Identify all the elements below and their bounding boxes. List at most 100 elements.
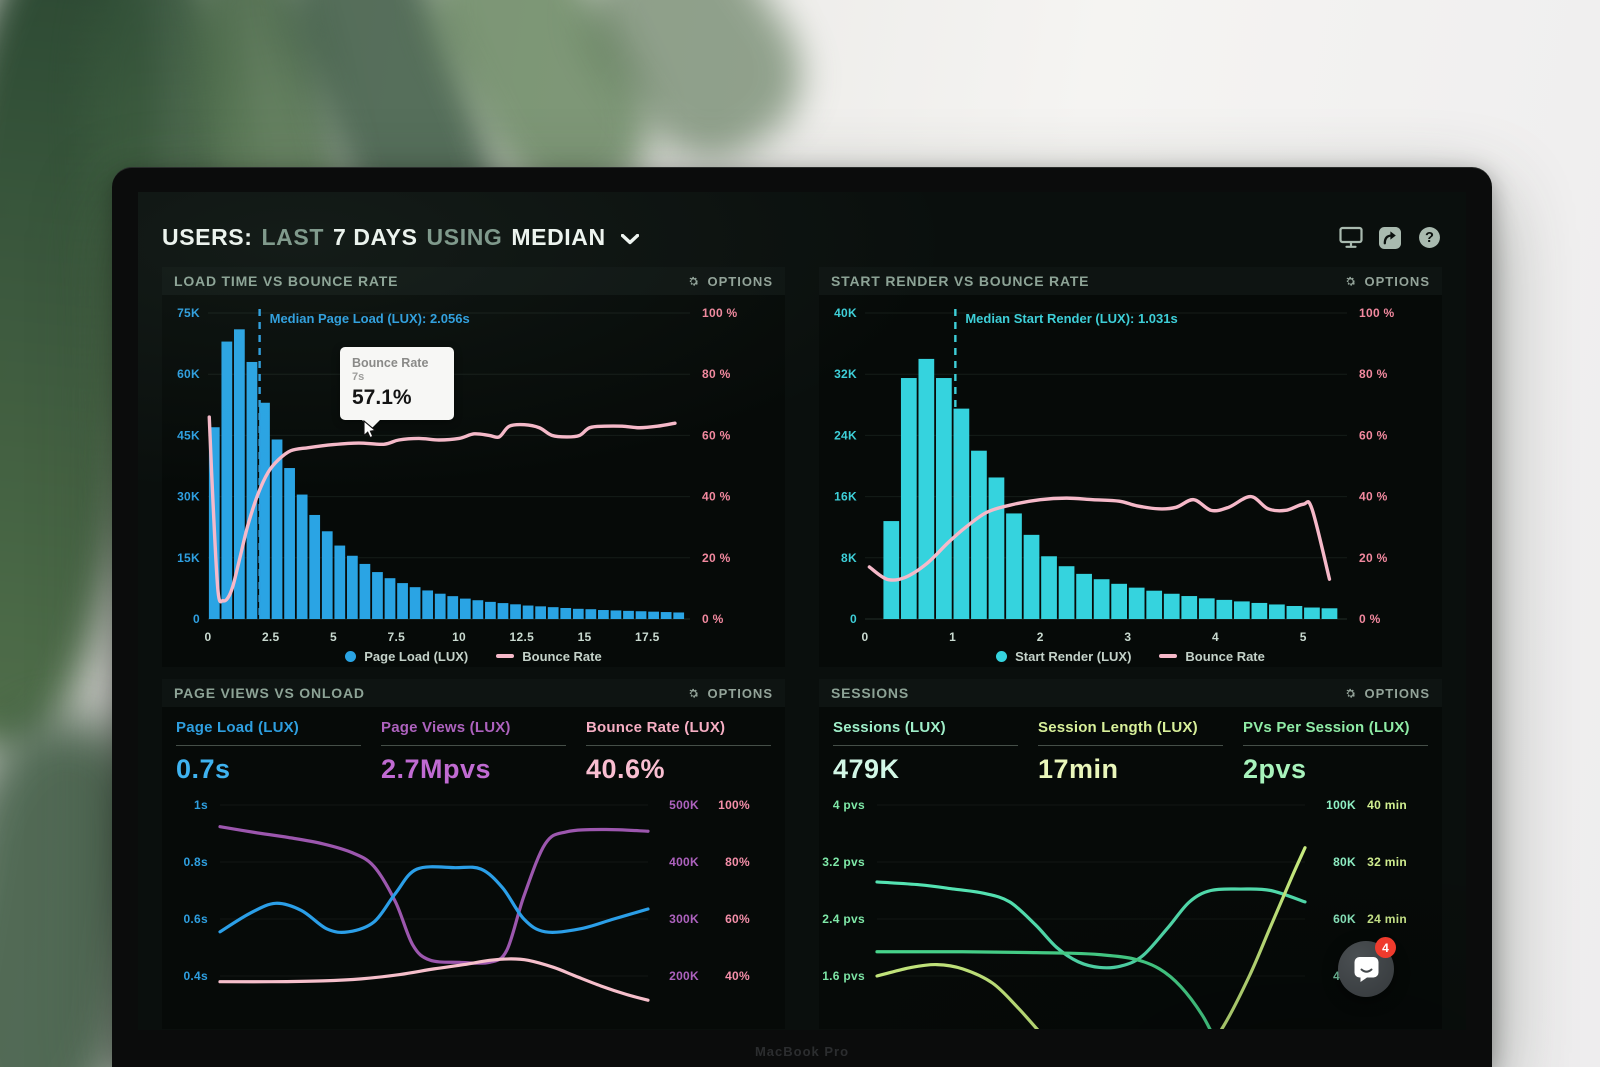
svg-text:10: 10 <box>452 630 466 644</box>
svg-text:15: 15 <box>578 630 592 644</box>
svg-text:7.5: 7.5 <box>387 630 405 644</box>
panel-header: PAGE VIEWS VS ONLOAD OPTIONS <box>162 679 785 707</box>
metric-value: 17min <box>1038 754 1119 784</box>
svg-text:0 %: 0 % <box>702 612 724 626</box>
svg-text:80 %: 80 % <box>1359 367 1388 381</box>
chat-unread-badge: 4 <box>1375 937 1396 958</box>
metric-sessions: Sessions (LUX) 479K <box>833 719 1018 785</box>
svg-text:20 %: 20 % <box>1359 551 1388 565</box>
panel-load-time-vs-bounce-rate: LOAD TIME VS BOUNCE RATE OPTIONS 75K 60K 4… <box>162 267 785 667</box>
metric-session-length: Session Length (LUX) 17min <box>1038 719 1223 785</box>
timeframe-aggregation-dropdown[interactable]: USERS: LAST 7 DAYS USING MEDIAN <box>162 224 639 251</box>
title-users: USERS: <box>162 224 253 250</box>
panel-title: SESSIONS <box>831 685 909 701</box>
options-button[interactable]: OPTIONS <box>1344 686 1430 701</box>
svg-text:0.6s: 0.6s <box>183 912 208 926</box>
options-button[interactable]: OPTIONS <box>687 686 773 701</box>
options-button[interactable]: OPTIONS <box>1344 274 1430 289</box>
svg-text:40%: 40% <box>725 969 750 983</box>
svg-text:400K: 400K <box>669 855 699 869</box>
svg-text:0 %: 0 % <box>1359 612 1381 626</box>
svg-text:15K: 15K <box>177 551 200 565</box>
svg-text:60 %: 60 % <box>702 428 731 442</box>
svg-text:40 %: 40 % <box>702 490 731 504</box>
tooltip-x-value: 7s <box>352 371 365 383</box>
metric-bounce-rate: Bounce Rate (LUX) 40.6% <box>586 719 771 785</box>
svg-text:75K: 75K <box>177 306 200 320</box>
metric-value: 2.7Mpvs <box>381 754 492 784</box>
start-render-chart[interactable]: 40K 32K 24K 16K 8K 0 100 % 80 % 60 % 40 % 20 % 0 % 0… <box>819 295 1409 647</box>
legend-item: Start Render (LUX) <box>996 649 1131 664</box>
chevron-down-icon <box>620 233 639 244</box>
svg-text:0: 0 <box>193 612 200 626</box>
metric-value: 479K <box>833 754 900 784</box>
svg-text:32K: 32K <box>834 367 857 381</box>
panel-grid: LOAD TIME VS BOUNCE RATE OPTIONS 75K 60K 4… <box>162 267 1442 1029</box>
svg-text:32 min: 32 min <box>1367 855 1407 869</box>
svg-text:100K: 100K <box>1326 798 1356 812</box>
metric-label: Page Views (LUX) <box>381 719 566 746</box>
display-icon[interactable] <box>1338 225 1364 251</box>
metric-label: Bounce Rate (LUX) <box>586 719 771 746</box>
title-last: LAST <box>261 224 324 250</box>
svg-text:3: 3 <box>1124 630 1131 644</box>
svg-text:60%: 60% <box>725 912 750 926</box>
svg-text:0: 0 <box>205 630 212 644</box>
panel-start-render-vs-bounce-rate: START RENDER VS BOUNCE RATE OPTIONS 40K 3… <box>819 267 1442 667</box>
sessions-chart[interactable]: 4 pvs 100K 40 min 3.2 pvs 80K 32 min 2.4 pvs 60… <box>819 789 1409 1029</box>
legend-label: Bounce Rate <box>1185 648 1265 664</box>
chat-launcher[interactable]: 4 <box>1338 937 1396 997</box>
laptop: USERS: LAST 7 DAYS USING MEDIAN <box>112 167 1492 1067</box>
panel-title: LOAD TIME VS BOUNCE RATE <box>174 273 399 289</box>
svg-text:100 %: 100 % <box>1359 306 1395 320</box>
panel-title: START RENDER VS BOUNCE RATE <box>831 273 1090 289</box>
svg-text:2.5: 2.5 <box>262 630 280 644</box>
share-icon[interactable] <box>1377 225 1403 251</box>
panel-header: LOAD TIME VS BOUNCE RATE OPTIONS <box>162 267 785 295</box>
legend-item: Bounce Rate <box>1159 648 1265 664</box>
legend-item: Page Load (LUX) <box>345 649 468 664</box>
options-label: OPTIONS <box>707 685 773 701</box>
legend-swatch <box>496 654 515 658</box>
title-days: 7 DAYS <box>332 224 418 250</box>
metric-page-views: Page Views (LUX) 2.7Mpvs <box>381 719 566 785</box>
chart-legend: Page Load (LUX) Bounce Rate <box>162 645 785 667</box>
svg-text:17.5: 17.5 <box>635 630 660 644</box>
svg-text:80K: 80K <box>1333 855 1356 869</box>
metric-value: 40.6% <box>586 754 666 784</box>
svg-text:2.4 pvs: 2.4 pvs <box>822 912 865 926</box>
svg-text:0.8s: 0.8s <box>183 855 208 869</box>
metric-value: 2pvs <box>1243 754 1307 784</box>
gear-icon <box>689 276 700 286</box>
svg-text:4 pvs: 4 pvs <box>833 798 865 812</box>
svg-text:80%: 80% <box>725 855 750 869</box>
panel-header: SESSIONS OPTIONS <box>819 679 1442 707</box>
header-toolbar: ? <box>1338 225 1442 251</box>
panel-page-views-vs-onload: PAGE VIEWS VS ONLOAD OPTIONS Page Load (… <box>162 679 785 1029</box>
svg-text:60K: 60K <box>1333 912 1356 926</box>
title-aggregation: MEDIAN <box>511 224 606 250</box>
metric-label: PVs Per Session (LUX) <box>1243 719 1428 746</box>
svg-text:24K: 24K <box>834 428 857 442</box>
metric-page-load: Page Load (LUX) 0.7s <box>176 719 361 785</box>
svg-text:80 %: 80 % <box>702 367 731 381</box>
svg-text:0: 0 <box>850 612 857 626</box>
tooltip-series: Bounce Rate <box>352 356 429 370</box>
svg-text:40 %: 40 % <box>1359 490 1388 504</box>
load-time-chart[interactable]: 75K 60K 45K 30K 15K 0 100 % 80 % 60 % 40 % 20 % 0 %… <box>162 295 752 647</box>
options-label: OPTIONS <box>1364 685 1430 701</box>
gear-icon <box>689 688 700 698</box>
svg-text:3.2 pvs: 3.2 pvs <box>822 855 865 869</box>
help-icon[interactable]: ? <box>1416 225 1442 251</box>
dashboard-header: USERS: LAST 7 DAYS USING MEDIAN <box>138 192 1466 267</box>
options-button[interactable]: OPTIONS <box>687 274 773 289</box>
gear-icon <box>1346 276 1357 286</box>
svg-text:500K: 500K <box>669 798 699 812</box>
svg-text:2: 2 <box>1037 630 1044 644</box>
tooltip-value: 57.1% <box>352 386 412 409</box>
page-views-chart[interactable]: 1s 500K 100% 0.8s 400K 80% 0.6s 300K 60% 0.4s 200K… <box>162 789 752 1029</box>
svg-text:200K: 200K <box>669 969 699 983</box>
svg-text:24 min: 24 min <box>1367 912 1407 926</box>
svg-text:1s: 1s <box>194 798 208 812</box>
